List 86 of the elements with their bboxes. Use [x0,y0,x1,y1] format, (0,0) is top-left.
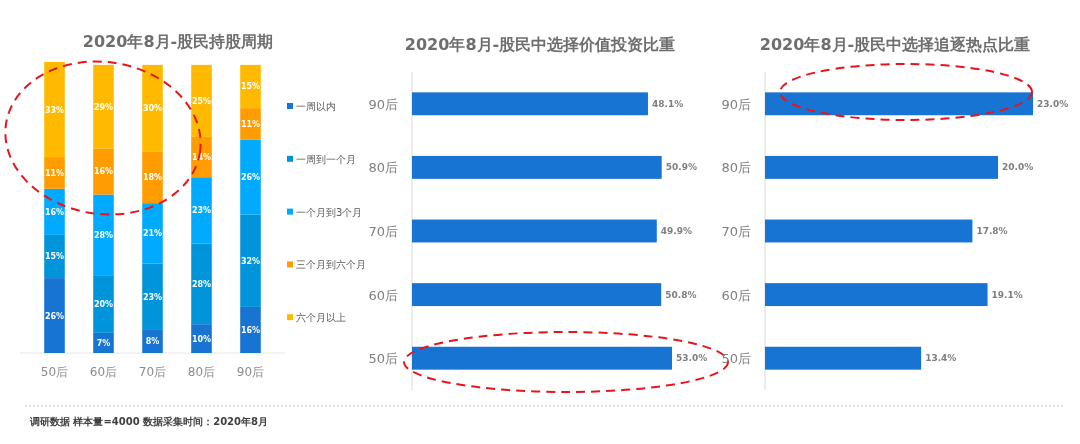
legend-label: 三个月到六个月 [296,259,366,271]
y-tick-label: 50后 [368,351,398,367]
y-tick-label: 80后 [368,160,398,176]
x-tick-label: 50后 [40,365,69,379]
bar [765,92,1033,116]
data-label: 15% [240,82,261,92]
chart-title: 2020年8月-股民中选择价值投资比重 [404,35,676,54]
data-label: 32% [240,256,261,266]
bar [765,155,999,179]
bar [142,263,163,330]
data-label: 26% [240,173,261,183]
chart-title: 2020年8月-股民持股周期 [82,32,274,51]
x-tick-label: 70后 [138,365,167,379]
bar [142,151,163,204]
data-label: 19.1% [991,289,1023,300]
data-label: 23.0% [1037,98,1069,109]
bar [142,203,163,264]
bar [44,278,65,353]
x-tick-label: 90后 [236,365,265,379]
data-label: 21% [142,229,163,239]
bar [93,148,114,195]
data-label: 28% [191,279,212,289]
data-label: 23% [191,206,212,216]
data-label: 53.0% [676,353,708,364]
bar [93,194,114,276]
bar [44,234,65,279]
data-label: 17.8% [976,226,1008,236]
data-label: 15% [44,252,65,262]
legend-label: 一个月到3个月 [296,206,363,218]
bar [93,64,114,149]
data-label: 26% [44,311,65,321]
data-label: 33% [44,105,65,115]
legend-label: 一周以内 [296,101,336,112]
bar [412,219,657,243]
y-tick-label: 60后 [368,287,398,303]
bar [765,283,988,307]
data-label: 16% [44,207,65,217]
data-label: 16% [93,167,114,177]
data-label: 7% [96,338,111,348]
legend-label: 一周到一个月 [296,153,356,165]
bar [191,177,212,244]
bar [191,243,212,325]
data-label: 50.9% [665,162,697,173]
bar [240,214,261,307]
legend-label: 六个月以上 [296,312,346,324]
data-label: 16% [240,325,261,335]
data-label: 50.8% [665,289,697,300]
bar [412,92,648,116]
data-label: 49.9% [660,226,693,236]
data-label: 48.1% [651,98,684,109]
bar [44,62,65,158]
x-tick-label: 80后 [187,365,216,379]
text: 调研数据 样本量=4000 数据采集时间：2020年8月 [29,416,268,427]
bar [765,346,922,370]
bar [412,283,662,307]
bar [142,64,163,152]
data-label: 18% [142,173,163,183]
bar [240,64,261,109]
y-tick-label: 90后 [721,96,751,112]
chart-title: 2020年8月-股民中选择追逐热点比重 [759,35,1031,54]
y-tick-label: 80后 [721,160,751,176]
data-label: 28% [93,230,114,240]
y-tick-label: 70后 [368,224,398,239]
data-label: 30% [142,104,163,114]
data-label: 8% [145,337,160,347]
bar [240,139,261,215]
bar [412,346,672,370]
bar [93,275,114,333]
y-tick-label: 60后 [721,287,751,303]
data-label: 20% [93,300,114,310]
bar [412,155,662,179]
y-tick-label: 90后 [368,96,398,112]
data-label: 23% [142,292,163,302]
y-tick-label: 50后 [721,351,751,367]
x-tick-label: 60后 [89,365,118,379]
data-label: 29% [93,102,114,112]
data-label: 11% [240,119,261,129]
y-tick-label: 70后 [721,224,751,239]
data-label: 25% [191,96,212,106]
data-label: 10% [191,334,212,344]
bar [191,64,212,137]
data-label: 13.4% [925,353,957,364]
data-label: 20.0% [1002,162,1034,173]
bar [240,306,261,353]
bar [765,219,973,243]
data-label: 11% [44,168,65,178]
